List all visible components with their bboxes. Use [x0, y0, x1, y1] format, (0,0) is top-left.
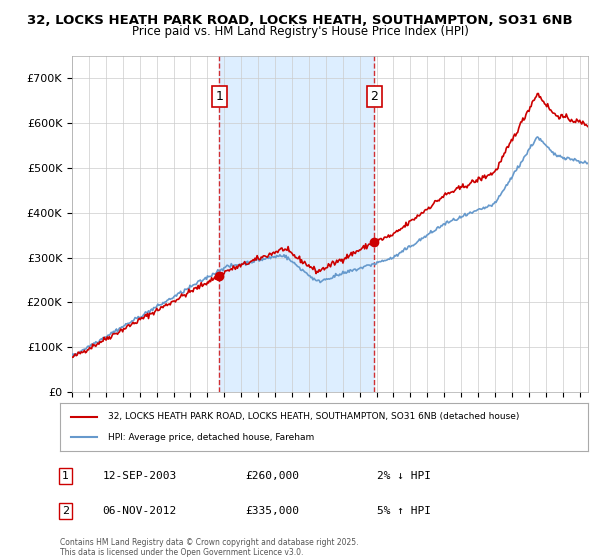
- Text: 32, LOCKS HEATH PARK ROAD, LOCKS HEATH, SOUTHAMPTON, SO31 6NB (detached house): 32, LOCKS HEATH PARK ROAD, LOCKS HEATH, …: [107, 412, 519, 421]
- Bar: [220, 56, 374, 392]
- Text: £335,000: £335,000: [245, 506, 299, 516]
- Text: HPI: Average price, detached house, Fareham: HPI: Average price, detached house, Fare…: [107, 433, 314, 442]
- Text: Contains HM Land Registry data © Crown copyright and database right 2025.
This d: Contains HM Land Registry data © Crown c…: [60, 538, 359, 557]
- Text: £260,000: £260,000: [245, 471, 299, 481]
- Text: Price paid vs. HM Land Registry's House Price Index (HPI): Price paid vs. HM Land Registry's House …: [131, 25, 469, 38]
- Text: 2% ↓ HPI: 2% ↓ HPI: [377, 471, 431, 481]
- Text: 12-SEP-2003: 12-SEP-2003: [102, 471, 176, 481]
- Text: 5% ↑ HPI: 5% ↑ HPI: [377, 506, 431, 516]
- Text: 32, LOCKS HEATH PARK ROAD, LOCKS HEATH, SOUTHAMPTON, SO31 6NB: 32, LOCKS HEATH PARK ROAD, LOCKS HEATH, …: [27, 14, 573, 27]
- Text: 1: 1: [215, 90, 223, 103]
- Text: 2: 2: [62, 506, 69, 516]
- Text: 2: 2: [370, 90, 379, 103]
- Text: 06-NOV-2012: 06-NOV-2012: [102, 506, 176, 516]
- Text: 1: 1: [62, 471, 69, 481]
